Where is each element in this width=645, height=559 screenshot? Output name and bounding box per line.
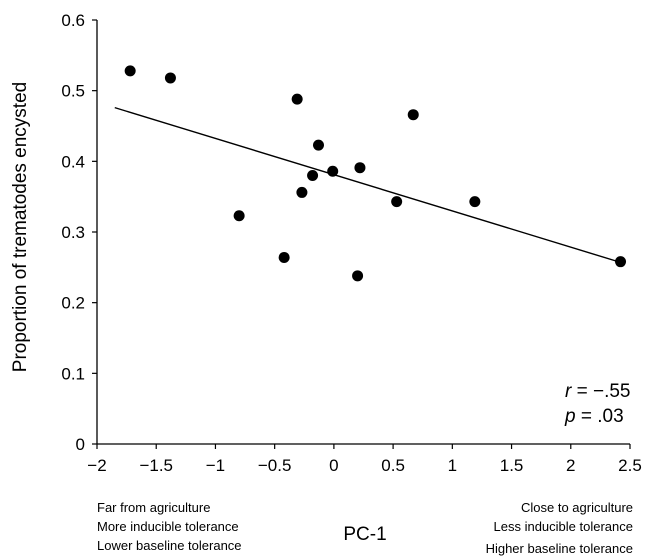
y-axis-ticks: 0 0.1 0.2 0.3 0.4 0.5 0.6 — [61, 11, 97, 454]
left-annotation-3: Lower baseline tolerance — [97, 538, 242, 553]
x-tick-label: −2 — [87, 456, 106, 475]
r-statistic: r = −.55 — [565, 381, 631, 402]
x-tick-label: 2 — [566, 456, 575, 475]
plot-frame — [96, 20, 630, 445]
x-axis-ticks: −2 −1.5 −1 −0.5 0 0.5 1 1.5 2 2.5 — [87, 444, 642, 475]
y-tick-label: 0.6 — [61, 11, 85, 30]
data-point — [469, 196, 481, 208]
right-annotation-1: Close to agriculture — [521, 500, 633, 515]
y-tick-label: 0.1 — [61, 364, 85, 383]
regression-line — [114, 106, 621, 264]
left-annotation-2: More inducible tolerance — [97, 519, 239, 534]
data-point — [391, 196, 403, 208]
y-tick-label: 0.5 — [61, 82, 85, 101]
right-annotation-3: Higher baseline tolerance — [486, 541, 633, 556]
left-annotation-1: Far from agriculture — [97, 500, 210, 515]
data-points — [124, 65, 627, 282]
data-point — [312, 139, 324, 151]
p-symbol: p — [564, 406, 576, 427]
right-annotation-2: Less inducible tolerance — [494, 519, 633, 534]
data-point — [327, 165, 339, 177]
data-point — [278, 251, 290, 263]
x-tick-label: 0.5 — [381, 456, 405, 475]
y-axis-label: Proportion of trematodes encysted — [10, 82, 31, 372]
x-tick-label: −1.5 — [139, 456, 173, 475]
p-statistic: p = .03 — [564, 406, 624, 427]
x-axis-label: PC-1 — [343, 524, 386, 545]
x-tick-label: −1 — [206, 456, 225, 475]
data-point — [124, 65, 136, 77]
x-tick-label: 1.5 — [500, 456, 524, 475]
data-point — [164, 72, 176, 84]
data-point — [354, 162, 366, 174]
data-point — [352, 270, 364, 282]
x-tick-label: 1 — [448, 456, 457, 475]
r-symbol: r — [565, 381, 572, 402]
x-tick-label: 0 — [329, 456, 338, 475]
y-tick-label: 0 — [76, 435, 85, 454]
y-tick-label: 0.2 — [61, 294, 85, 313]
x-tick-label: −0.5 — [258, 456, 292, 475]
y-tick-label: 0.4 — [61, 152, 85, 171]
data-point — [407, 109, 419, 121]
x-tick-label: 2.5 — [618, 456, 642, 475]
trend-layer — [114, 106, 621, 264]
data-point — [233, 210, 245, 222]
data-point — [307, 169, 319, 181]
r-value: = −.55 — [571, 381, 630, 402]
data-point — [615, 256, 627, 268]
p-value: = .03 — [576, 406, 624, 427]
y-tick-label: 0.3 — [61, 223, 85, 242]
data-point — [296, 186, 308, 198]
data-point — [291, 93, 303, 105]
